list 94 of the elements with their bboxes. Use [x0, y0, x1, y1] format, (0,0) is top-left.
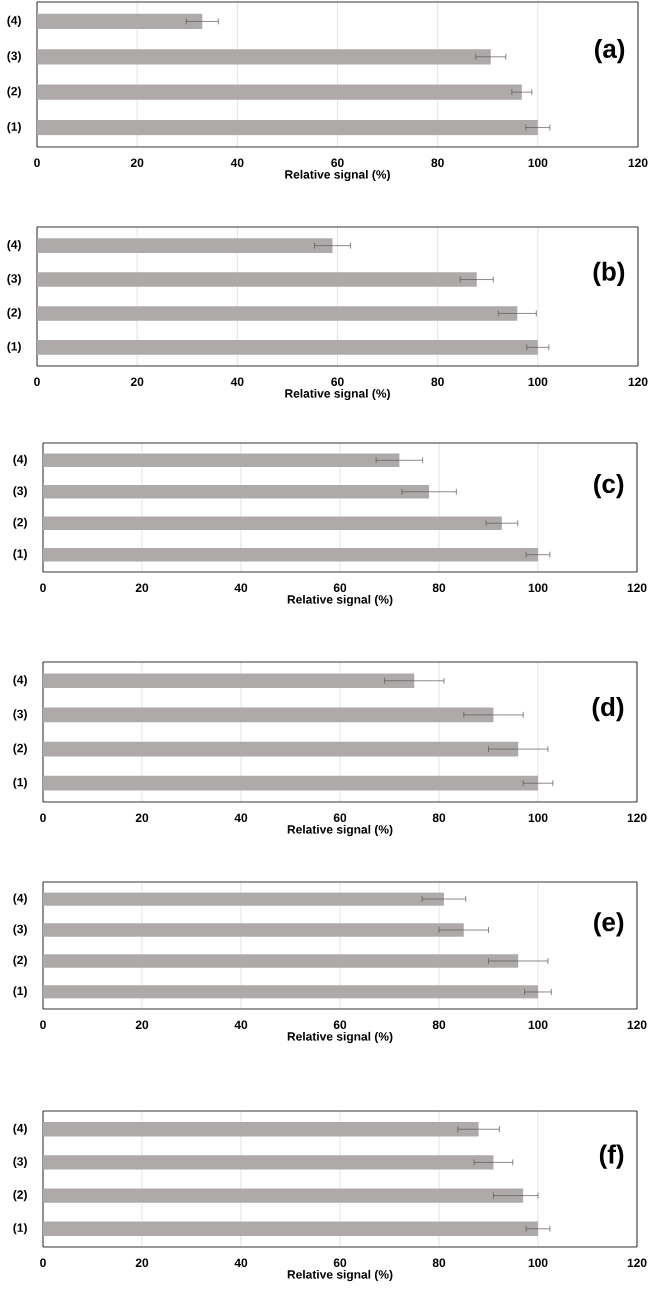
bar — [37, 119, 538, 136]
x-tick-label: 40 — [234, 583, 248, 593]
bar — [43, 516, 502, 530]
bar — [37, 340, 538, 355]
x-tick-label: 100 — [528, 158, 548, 168]
x-axis-title: Relative signal (%) — [287, 1031, 393, 1044]
y-tick-label: (2) — [7, 86, 21, 98]
x-tick-label: 80 — [431, 158, 444, 168]
y-tick-label: (1) — [13, 1223, 27, 1235]
x-tick-label: 0 — [40, 1258, 46, 1268]
x-tick-label: 120 — [628, 377, 648, 387]
bar — [43, 673, 415, 689]
x-tick-label: 20 — [130, 377, 144, 387]
text: (a) — [594, 38, 625, 64]
x-tick-label: 60 — [333, 1258, 347, 1268]
y-tick-label: (1) — [13, 549, 27, 561]
y-tick-label: (2) — [13, 743, 27, 755]
y-tick-label: (4) — [13, 1123, 27, 1135]
x-tick-label: 0 — [40, 813, 46, 823]
x-axis-title: Relative signal (%) — [287, 1269, 393, 1282]
y-tick-label: (3) — [13, 924, 27, 936]
x-tick-label: 100 — [528, 813, 548, 823]
bar — [43, 547, 539, 562]
text: (b) — [593, 261, 625, 286]
y-tick-label: (4) — [7, 15, 21, 28]
x-tick-label: 80 — [432, 813, 446, 823]
bar — [43, 775, 539, 791]
x-tick-label: 20 — [135, 813, 149, 823]
x-tick-label: 20 — [135, 1020, 149, 1030]
x-tick-label: 120 — [627, 813, 647, 823]
y-tick-label: (4) — [13, 675, 27, 687]
bar — [37, 306, 518, 321]
x-axis-title: Relative signal (%) — [287, 824, 393, 837]
y-tick-label: (2) — [13, 955, 27, 967]
x-tick-label: 40 — [230, 158, 244, 168]
bar — [43, 741, 519, 757]
bar — [43, 707, 494, 723]
x-tick-label: 100 — [528, 1258, 548, 1268]
x-tick-label: 0 — [40, 583, 46, 593]
x-tick-label: 80 — [431, 377, 444, 387]
x-axis-title: Relative signal (%) — [285, 169, 390, 182]
x-axis-title: Relative signal (%) — [285, 388, 390, 401]
x-tick-label: 0 — [40, 1020, 46, 1030]
x-tick-label: 60 — [333, 813, 347, 823]
x-tick-label: 40 — [230, 377, 244, 387]
y-tick-label: (3) — [7, 273, 21, 286]
x-tick-label: 20 — [135, 1258, 149, 1268]
y-tick-label: (1) — [13, 777, 27, 789]
x-tick-label: 100 — [528, 377, 548, 387]
bar — [37, 84, 522, 100]
x-tick-label: 60 — [331, 158, 344, 168]
x-tick-label: 120 — [627, 1020, 647, 1030]
text: (c) — [594, 473, 624, 499]
y-tick-label: (3) — [13, 1156, 27, 1169]
text: (f) — [599, 1144, 624, 1169]
y-tick-label: (3) — [13, 709, 27, 721]
x-tick-label: 0 — [34, 158, 40, 168]
x-tick-label: 20 — [130, 158, 144, 168]
bar — [43, 485, 430, 499]
y-tick-label: (4) — [13, 893, 27, 905]
text: (d) — [592, 697, 624, 722]
x-tick-label: 100 — [528, 583, 548, 593]
x-tick-label: 0 — [34, 377, 40, 387]
x-tick-label: 40 — [234, 1020, 248, 1030]
x-tick-label: 80 — [432, 583, 446, 593]
y-tick-label: (3) — [13, 486, 27, 498]
x-axis-title: Relative signal (%) — [287, 594, 393, 607]
y-tick-label: (2) — [13, 517, 27, 529]
bar — [43, 453, 400, 468]
x-tick-label: 60 — [331, 377, 344, 387]
x-tick-label: 100 — [528, 1020, 548, 1030]
x-tick-label: 80 — [432, 1258, 446, 1268]
bar — [37, 13, 203, 30]
text: (e) — [594, 912, 624, 937]
bar — [37, 238, 333, 253]
y-tick-label: (1) — [13, 986, 27, 998]
x-tick-label: 80 — [432, 1020, 446, 1030]
y-tick-label: (4) — [7, 240, 21, 252]
y-tick-label: (3) — [7, 51, 21, 63]
x-tick-label: 120 — [628, 158, 648, 168]
y-tick-label: (4) — [13, 454, 27, 466]
y-tick-label: (1) — [7, 121, 21, 134]
bar — [37, 272, 477, 287]
x-tick-label: 60 — [333, 1020, 347, 1030]
x-tick-label: 120 — [627, 1258, 647, 1268]
x-tick-label: 40 — [234, 1258, 248, 1268]
y-tick-label: (2) — [13, 1190, 27, 1202]
y-tick-label: (2) — [7, 307, 21, 320]
y-tick-label: (1) — [7, 341, 21, 353]
x-tick-label: 120 — [627, 583, 647, 593]
x-tick-label: 20 — [135, 583, 149, 593]
x-tick-label: 60 — [333, 583, 347, 593]
bar — [37, 49, 491, 65]
x-tick-label: 40 — [234, 813, 248, 823]
